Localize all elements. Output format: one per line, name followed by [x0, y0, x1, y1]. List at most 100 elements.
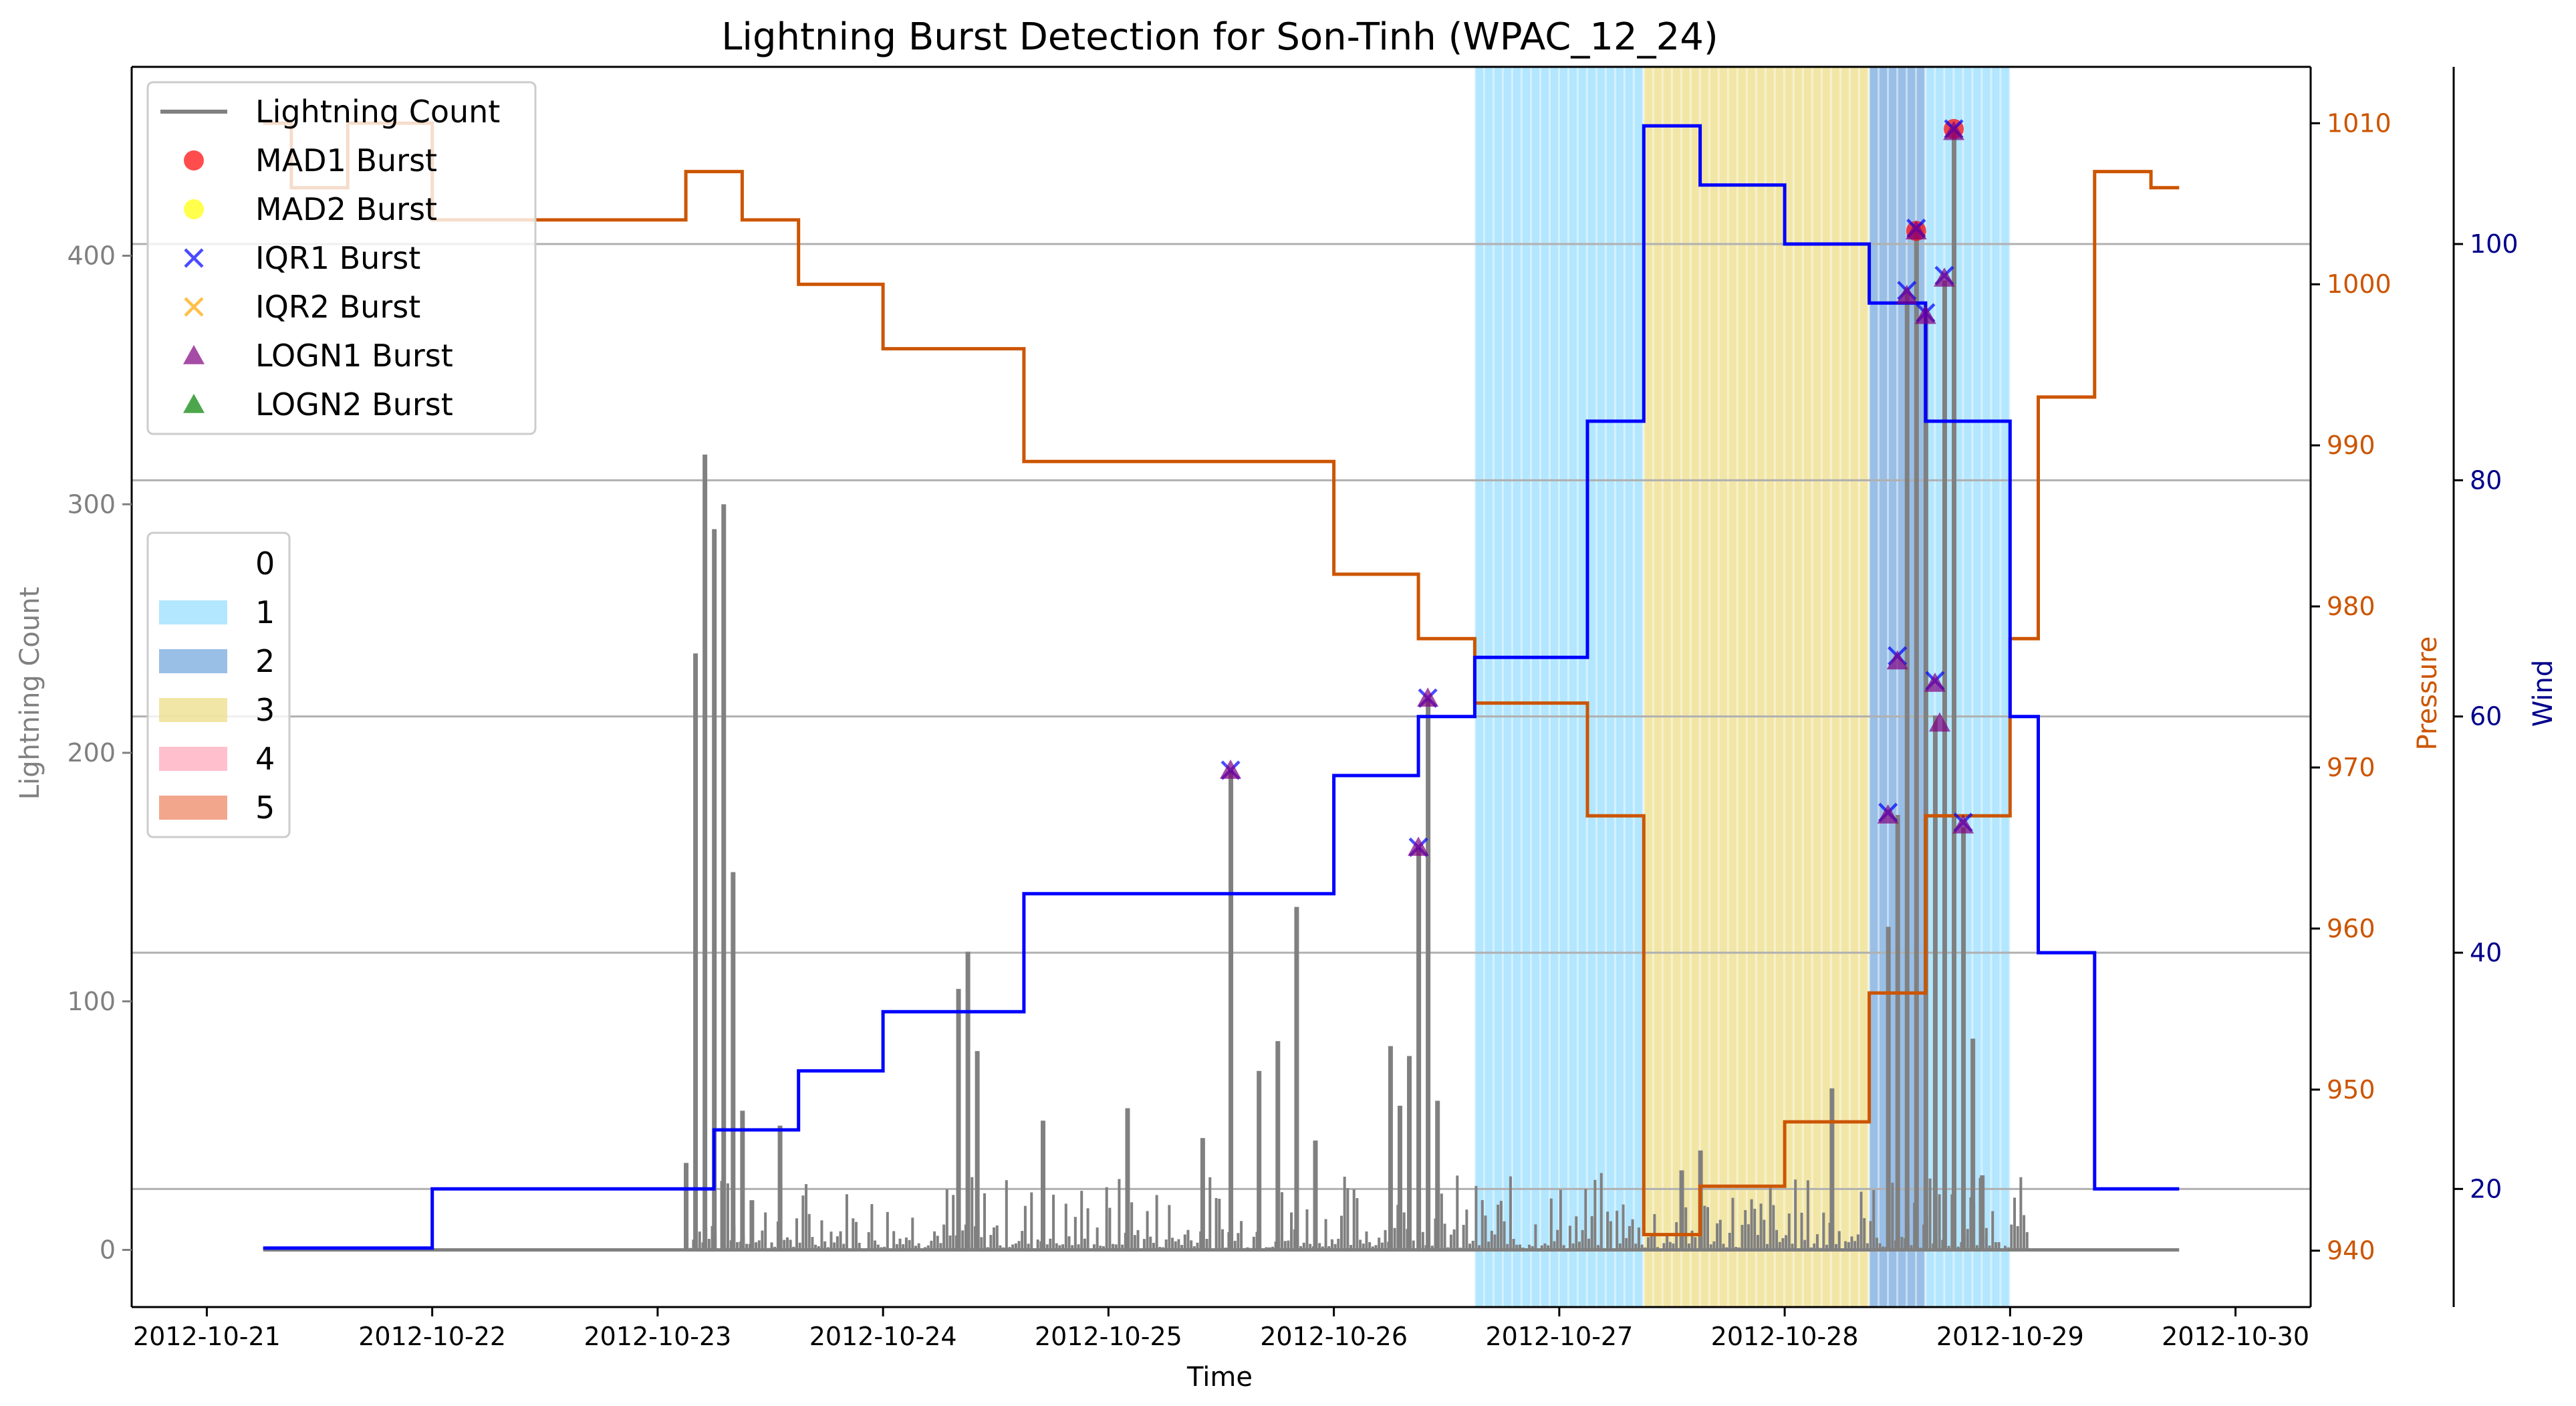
lightning-bar [777, 1125, 783, 1250]
lightning-bar [1388, 1046, 1393, 1250]
lightning-bar [1318, 1243, 1321, 1250]
lightning-bar [980, 1237, 983, 1250]
lightning-bar [1330, 1239, 1333, 1250]
lightning-bar [1140, 1248, 1143, 1250]
lightning-bar [1280, 1192, 1283, 1250]
lightning-bar [688, 1248, 692, 1250]
lightning-bar [1402, 1212, 1406, 1250]
lightning-bar [1349, 1245, 1353, 1250]
lightning-bar [1679, 1170, 1684, 1250]
lightning-bar [1283, 1241, 1287, 1250]
lightning-bar [883, 1246, 886, 1250]
lightning-bar [1146, 1211, 1149, 1250]
lightning-bar [1196, 1242, 1199, 1250]
lightning-bar [1183, 1234, 1186, 1250]
lightning-bar [876, 1244, 880, 1250]
lightning-bar [1458, 1248, 1462, 1250]
lightning-bar [1725, 1247, 1728, 1250]
lightning-bar [721, 504, 727, 1250]
lightning-bar [1449, 1234, 1452, 1250]
lightning-bar [1086, 1208, 1089, 1250]
lightning-bar [1759, 1203, 1763, 1250]
wind-line [263, 124, 2180, 1250]
lightning-bar [1136, 1229, 1140, 1250]
lightning-bar [1872, 1189, 1876, 1250]
burst-markers [1220, 118, 1974, 857]
lightning-bar [848, 1248, 852, 1250]
legend-category-swatch [159, 649, 227, 673]
lightning-bars [263, 131, 2180, 1252]
lightning-bar [717, 1249, 720, 1250]
lightning-bar [1923, 318, 1928, 1250]
logn1-burst-marker [1886, 650, 1908, 670]
y-axis-label-pressure: Pressure [2412, 636, 2443, 751]
lightning-bar [1984, 1227, 1988, 1250]
lightning-bar [1371, 1246, 1374, 1250]
lightning-bar [870, 1204, 874, 1250]
lightning-bar [1640, 1244, 1644, 1250]
lightning-bar [1825, 1244, 1828, 1250]
logn1-burst-marker [1924, 672, 1946, 692]
logn1-burst-marker [1877, 804, 1899, 824]
y-left-tick-label: 100 [67, 987, 116, 1016]
lightning-bar [1778, 1242, 1781, 1250]
lightning-bar [1835, 1244, 1838, 1250]
lightning-bar [1528, 1244, 1531, 1250]
lightning-bar [1352, 1189, 1356, 1250]
lightning-bar [1618, 1243, 1622, 1250]
lightning-bar [1365, 1231, 1368, 1250]
legend-category-label: 5 [255, 790, 275, 826]
lightning-bar [1878, 1243, 1882, 1250]
lightning-bar [1703, 1205, 1706, 1250]
lightning-bar [1590, 1216, 1593, 1250]
lightning-bar [986, 1247, 989, 1250]
lightning-bar [1130, 1202, 1134, 1250]
lightning-bar [858, 1242, 861, 1250]
lightning-bar [1744, 1209, 1747, 1250]
lightning-bar [1531, 1246, 1534, 1250]
lightning-bar [1616, 1210, 1619, 1250]
lightning-bar [1647, 1237, 1650, 1250]
lightning-bar [845, 1194, 848, 1250]
lightning-bar [1938, 1194, 1941, 1250]
lightning-bar [1421, 1232, 1424, 1250]
lightning-bar [1841, 1248, 1844, 1250]
lightning-bar [820, 1220, 823, 1250]
lightning-bar [1218, 1199, 1221, 1250]
lightning-bar [1435, 1100, 1440, 1250]
lightning-bar [1237, 1233, 1240, 1250]
lightning-bar [1378, 1238, 1381, 1250]
y-wind-tick-label: 80 [2470, 465, 2502, 495]
legend-category-swatch [159, 796, 227, 820]
lightning-bar [1900, 1237, 1904, 1250]
legend-category-label: 1 [255, 594, 275, 630]
lightning-bar [1192, 1246, 1196, 1250]
lightning-bar [1229, 770, 1234, 1250]
legend-category-label: 2 [255, 643, 275, 679]
lightning-bar [989, 1235, 993, 1250]
category-spans [1473, 67, 2011, 1307]
lightning-bar [1606, 1211, 1609, 1250]
y-wind-tick-label: 20 [2470, 1174, 2502, 1203]
lightning-bar [971, 1177, 974, 1250]
lightning-bar [1221, 1229, 1224, 1250]
lightning-bar [1162, 1247, 1165, 1250]
lightning-bar [1125, 1108, 1130, 1250]
lightning-bar [1096, 1227, 1099, 1250]
lightning-bar [749, 1200, 755, 1250]
lightning-bar [1844, 1241, 1847, 1250]
lightning-bar [1011, 1244, 1015, 1250]
lightning-bar [1806, 1180, 1809, 1250]
lightning-bar [1910, 1245, 1913, 1250]
lightning-bar [1791, 1244, 1794, 1250]
logn1-burst-marker [1914, 304, 1936, 324]
lightning-bar [1587, 1238, 1591, 1250]
lightning-bar [1180, 1245, 1184, 1250]
lightning-bar [952, 1195, 955, 1250]
lightning-bar [1690, 1230, 1694, 1250]
lightning-bar [1321, 1246, 1324, 1250]
lightning-bar [1895, 814, 1900, 1250]
lightning-bar [1205, 1239, 1208, 1250]
lightning-bar [1584, 1189, 1587, 1250]
lightning-bar [1766, 1244, 1769, 1250]
